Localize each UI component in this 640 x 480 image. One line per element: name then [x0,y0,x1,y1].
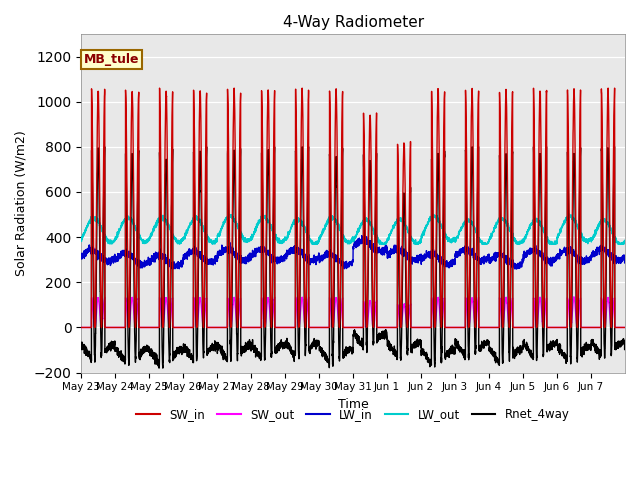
SW_out [543,324,550,330]
Y-axis label: Solar Radiation (W/m2): Solar Radiation (W/m2) [15,131,28,276]
SW_in [77,324,85,330]
SW_out [190,295,198,301]
LW_out [565,211,573,216]
LW_in [502,253,510,259]
Rnet_4way [77,342,85,348]
LW_in [529,247,537,253]
Text: MB_tule: MB_tule [84,53,140,66]
LW_in [170,266,177,272]
SW_out [621,324,629,330]
Rnet_4way [156,365,163,371]
Rnet_4way [529,350,537,356]
SW_in [156,85,163,91]
LW_out [373,236,381,241]
LW_in [190,243,198,249]
SW_in [373,324,381,330]
SW_out [570,294,578,300]
Legend: SW_in, SW_out, LW_in, LW_out, Rnet_4way: SW_in, SW_out, LW_in, LW_out, Rnet_4way [132,404,575,426]
LW_out [190,217,198,223]
Line: SW_out: SW_out [81,297,625,327]
LW_out [106,241,114,247]
SW_out [373,324,381,330]
Line: SW_in: SW_in [81,88,625,327]
Rnet_4way [190,171,198,177]
X-axis label: Time: Time [338,398,369,411]
SW_in [543,324,551,330]
Rnet_4way [374,334,381,339]
SW_out [77,324,85,330]
Line: LW_out: LW_out [81,214,625,244]
Rnet_4way [621,344,629,349]
LW_out [621,238,629,243]
Rnet_4way [101,144,109,150]
LW_in [543,260,551,265]
SW_in [529,324,537,330]
LW_out [529,218,537,224]
LW_out [77,236,85,242]
SW_in [502,92,510,97]
Line: LW_in: LW_in [81,236,625,269]
LW_in [358,233,365,239]
LW_out [502,220,510,226]
Title: 4-Way Radiometer: 4-Way Radiometer [282,15,424,30]
Rnet_4way [543,349,551,355]
Rnet_4way [502,156,510,162]
Rnet_4way [403,327,410,333]
LW_in [621,257,629,263]
Line: Rnet_4way: Rnet_4way [81,147,625,368]
SW_out [529,324,537,330]
LW_in [403,253,410,259]
LW_in [374,246,381,252]
SW_in [190,98,198,104]
SW_in [621,324,629,330]
LW_in [77,254,85,260]
SW_out [502,294,510,300]
SW_in [403,287,410,292]
LW_out [403,223,410,228]
LW_out [543,235,551,240]
SW_out [403,319,410,325]
